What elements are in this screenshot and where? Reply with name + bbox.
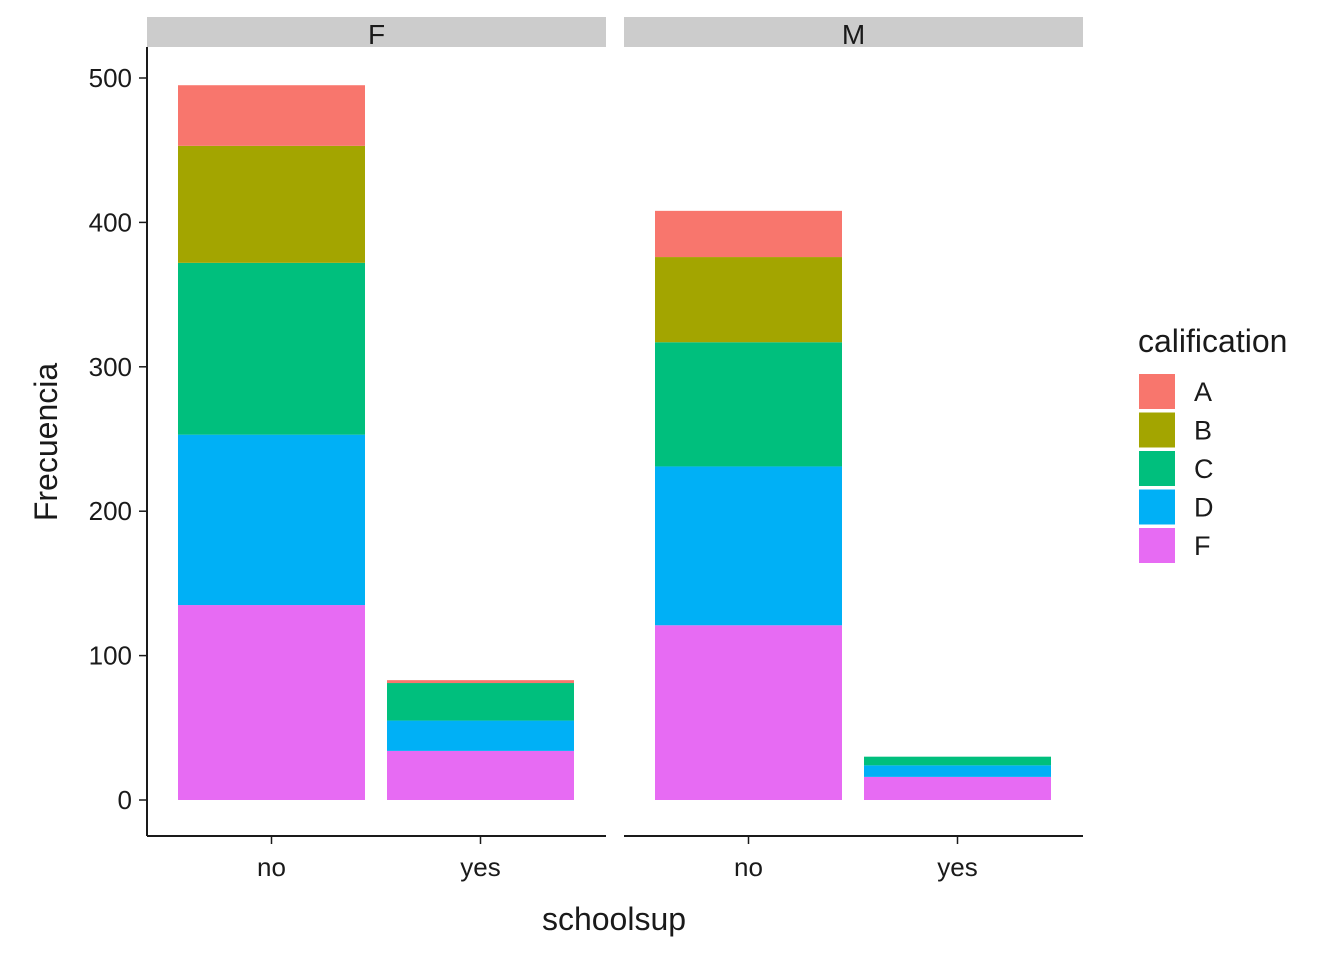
bar-segment-yes-f (387, 750, 574, 800)
legend-label-a: A (1194, 377, 1212, 407)
bar-segment-no-f (655, 625, 842, 800)
legend-label-f: F (1194, 531, 1211, 561)
bar-segment-no-d (655, 466, 842, 626)
bar-segment-yes-d (387, 720, 574, 751)
legend-label-d: D (1194, 493, 1214, 523)
legend-key-a (1139, 374, 1175, 409)
bar-segment-no-b (655, 257, 842, 343)
legend-key-f (1139, 528, 1175, 563)
legend-label-b: B (1194, 416, 1212, 446)
x-tick-label: no (257, 852, 286, 882)
facet-strip (147, 17, 606, 47)
legend-key-c (1139, 451, 1175, 486)
bar-segment-no-a (178, 85, 365, 146)
bar-segment-no-b (178, 145, 365, 263)
bar-segment-no-a (655, 210, 842, 258)
facet-strip-label: M (842, 19, 865, 50)
facet-panels: Fno yes 0 100 200 300 400 500 Mno yes (89, 17, 1083, 882)
facet-panel-f: Fno yes 0 100 200 300 400 500 (89, 17, 606, 882)
bar-segment-yes-d (864, 765, 1051, 777)
y-tick-label: 0 (118, 785, 132, 815)
bar-segment-yes-f (864, 776, 1051, 800)
bar-segment-no-d (178, 434, 365, 606)
bar-segment-no-c (655, 342, 842, 467)
legend-label-c: C (1194, 454, 1214, 484)
facet-panel-m: Mno yes (624, 17, 1083, 882)
y-tick-label: 300 (89, 352, 132, 382)
facet-strip (624, 17, 1083, 47)
y-tick-label: 500 (89, 63, 132, 93)
x-tick-label: yes (937, 852, 977, 882)
y-tick-label: 400 (89, 207, 132, 237)
y-tick-label: 200 (89, 496, 132, 526)
bar-segment-no-f (178, 605, 365, 800)
legend-title: calification (1138, 323, 1287, 359)
bar-segment-yes-c (387, 683, 574, 721)
bar-segment-yes-a (387, 680, 574, 684)
legend-key-d (1139, 489, 1175, 525)
bar-segment-no-c (178, 262, 365, 435)
x-tick-label: no (734, 852, 763, 882)
bar-segment-yes-c (864, 756, 1051, 766)
x-tick-label: yes (460, 852, 500, 882)
facet-strip-label: F (368, 19, 385, 50)
legend-key-b (1139, 412, 1175, 448)
y-tick-label: 100 (89, 641, 132, 671)
x-axis-title: schoolsup (542, 901, 686, 937)
y-axis-title: Frecuencia (28, 363, 64, 522)
